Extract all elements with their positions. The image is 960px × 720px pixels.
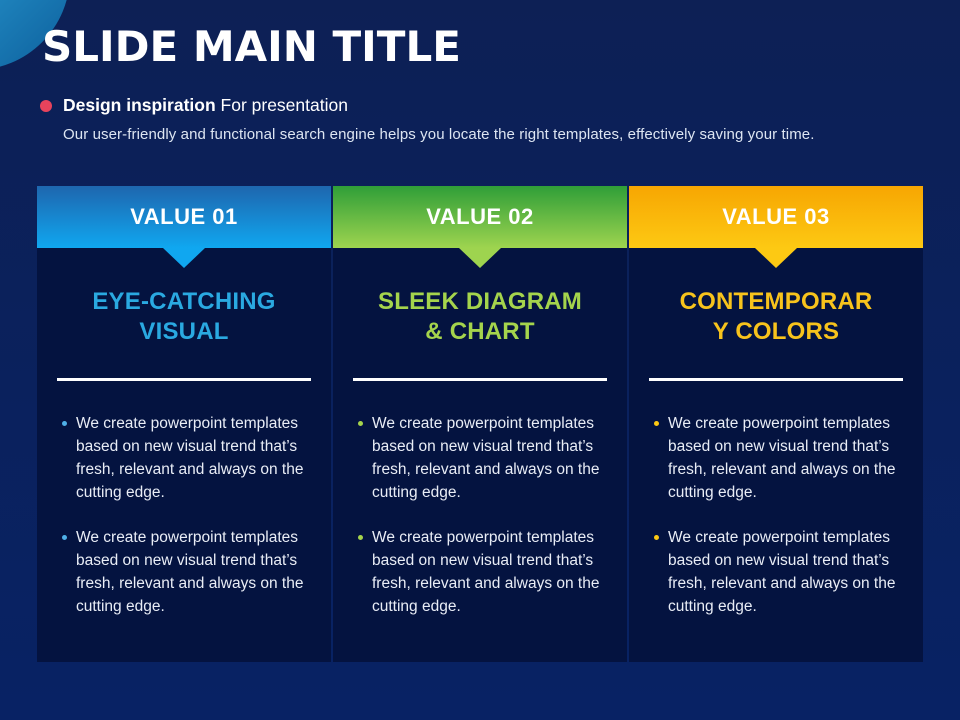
bullet-text: We create powerpoint templates based on … <box>372 415 600 501</box>
heading-line: EYE-CATCHING <box>92 288 276 315</box>
divider-line <box>57 378 311 381</box>
page-title: SLIDE MAIN TITLE <box>42 22 461 71</box>
subtitle-heading: Design inspiration For presentation <box>63 95 348 116</box>
subtitle-row: Design inspiration For presentation <box>40 95 348 116</box>
divider-line <box>353 378 607 381</box>
bullet-item: We create powerpoint templates based on … <box>357 526 607 618</box>
value-column-2: VALUE 02 SLEEK DIAGRAM & CHART We create … <box>333 186 627 662</box>
column-2-header-banner: VALUE 02 <box>333 186 627 248</box>
bullet-text: We create powerpoint templates based on … <box>668 529 896 615</box>
heading-line: CONTEMPORAR <box>679 288 873 315</box>
header-arrow-down-icon <box>459 248 501 268</box>
column-1-header-label: VALUE 01 <box>130 204 238 229</box>
column-1-bullet-list: We create powerpoint templates based on … <box>61 412 311 618</box>
bullet-dot-icon <box>62 535 67 540</box>
red-bullet-icon <box>40 99 52 112</box>
bullet-dot-icon <box>358 535 363 540</box>
bullet-dot-icon <box>654 421 659 426</box>
bullet-text: We create powerpoint templates based on … <box>76 415 304 501</box>
divider-line <box>649 378 903 381</box>
bullet-text: We create powerpoint templates based on … <box>668 415 896 501</box>
bullet-text: We create powerpoint templates based on … <box>76 529 304 615</box>
subtitle-heading-bold: Design inspiration <box>63 95 216 115</box>
column-2-heading: SLEEK DIAGRAM & CHART <box>333 287 627 347</box>
header-arrow-down-icon <box>755 248 797 268</box>
header-arrow-down-icon <box>163 248 205 268</box>
value-column-3: VALUE 03 CONTEMPORAR Y COLORS We create p… <box>629 186 923 662</box>
column-3-heading: CONTEMPORAR Y COLORS <box>629 287 923 347</box>
column-3-bullet-list: We create powerpoint templates based on … <box>653 412 903 618</box>
column-2-bullet-list: We create powerpoint templates based on … <box>357 412 607 618</box>
column-1-header-banner: VALUE 01 <box>37 186 331 248</box>
column-1-heading: EYE-CATCHING VISUAL <box>37 287 331 347</box>
bullet-text: We create powerpoint templates based on … <box>372 529 600 615</box>
description-text: Our user-friendly and functional search … <box>63 126 815 143</box>
bullet-item: We create powerpoint templates based on … <box>653 412 903 504</box>
subtitle-heading-regular: For presentation <box>220 95 348 115</box>
bullet-dot-icon <box>358 421 363 426</box>
heading-line: VISUAL <box>139 318 229 345</box>
heading-line: SLEEK DIAGRAM <box>378 288 582 315</box>
bullet-item: We create powerpoint templates based on … <box>61 412 311 504</box>
bullet-dot-icon <box>62 421 67 426</box>
heading-line: & CHART <box>425 318 535 345</box>
bullet-item: We create powerpoint templates based on … <box>61 526 311 618</box>
column-3-header-label: VALUE 03 <box>722 204 830 229</box>
value-column-1: VALUE 01 EYE-CATCHING VISUAL We create po… <box>37 186 331 662</box>
bullet-dot-icon <box>654 535 659 540</box>
column-3-header-banner: VALUE 03 <box>629 186 923 248</box>
column-2-header-label: VALUE 02 <box>426 204 534 229</box>
bullet-item: We create powerpoint templates based on … <box>653 526 903 618</box>
heading-line: Y COLORS <box>712 318 840 345</box>
bullet-item: We create powerpoint templates based on … <box>357 412 607 504</box>
value-columns: VALUE 01 EYE-CATCHING VISUAL We create po… <box>37 186 923 662</box>
